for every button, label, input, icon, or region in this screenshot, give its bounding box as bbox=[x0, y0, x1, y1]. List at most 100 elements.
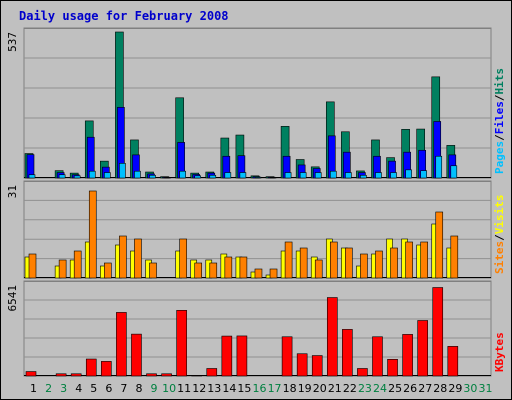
bar-sites bbox=[88, 190, 97, 279]
bar-kbytes bbox=[161, 373, 172, 377]
bar-pages bbox=[314, 172, 322, 179]
bar-sites bbox=[73, 250, 82, 279]
x-tick-label: 23 bbox=[358, 382, 372, 395]
bar-sites bbox=[375, 250, 383, 279]
legend-item: / bbox=[493, 134, 506, 141]
x-tick-label: 29 bbox=[448, 382, 462, 395]
bar-sites bbox=[450, 235, 459, 279]
bar-sites bbox=[58, 259, 67, 279]
bar-pages bbox=[88, 170, 96, 179]
legend-bottom: KBytes bbox=[493, 332, 506, 372]
bar-kbytes bbox=[55, 373, 67, 377]
bar-kbytes bbox=[432, 287, 444, 377]
bar-kbytes bbox=[447, 346, 459, 377]
bar-pages bbox=[345, 172, 352, 179]
x-tick-label: 24 bbox=[373, 382, 387, 395]
y-max-label: 6541 bbox=[6, 285, 19, 312]
bar-sites bbox=[269, 268, 278, 279]
x-tick-label: 4 bbox=[75, 382, 82, 395]
legend-item: Files bbox=[493, 101, 506, 134]
x-tick-label: 16 bbox=[253, 382, 267, 395]
legend-item: Pages bbox=[493, 141, 506, 174]
bar-pages bbox=[375, 172, 382, 179]
bar-pages bbox=[58, 174, 66, 179]
bar-kbytes bbox=[176, 310, 187, 377]
bar-sites bbox=[254, 268, 263, 279]
x-tick-label: 20 bbox=[313, 382, 327, 395]
x-tick-label: 28 bbox=[433, 382, 447, 395]
bar-pages bbox=[435, 155, 443, 179]
bar-kbytes bbox=[146, 373, 157, 377]
bar-kbytes bbox=[417, 320, 428, 377]
x-tick-label: 12 bbox=[192, 382, 206, 395]
bar-sites bbox=[224, 256, 233, 279]
bar-pages bbox=[104, 172, 111, 179]
bar-pages bbox=[405, 169, 412, 179]
legend-item: Sites bbox=[493, 241, 506, 274]
bar-sites bbox=[405, 241, 413, 279]
bar-pages bbox=[390, 172, 397, 179]
bar-kbytes bbox=[70, 373, 82, 377]
x-tick-label: 8 bbox=[135, 382, 142, 395]
x-tick-label: 17 bbox=[268, 382, 282, 395]
bar-pages bbox=[254, 176, 262, 179]
bar-sites bbox=[149, 262, 157, 279]
bar-sites bbox=[390, 247, 398, 279]
legend-item: / bbox=[493, 234, 506, 241]
x-tick-label: 22 bbox=[343, 382, 357, 395]
bar-kbytes bbox=[326, 297, 338, 377]
bar-pages bbox=[284, 172, 292, 179]
bar-sites bbox=[239, 256, 248, 279]
panel-top-background bbox=[23, 27, 492, 179]
bar-sites bbox=[435, 211, 444, 279]
legend-item: Hits bbox=[493, 68, 506, 95]
x-tick-label: 18 bbox=[283, 382, 297, 395]
bar-sites bbox=[299, 247, 308, 279]
bar-kbytes bbox=[402, 334, 413, 377]
x-tick-label: 21 bbox=[328, 382, 342, 395]
panel-bottom-background bbox=[23, 280, 492, 377]
y-max-label: 537 bbox=[6, 32, 19, 52]
bar-pages bbox=[73, 175, 81, 179]
bar-sites bbox=[119, 235, 127, 279]
bar-kbytes bbox=[311, 355, 323, 377]
bar-kbytes bbox=[221, 335, 233, 377]
bar-pages bbox=[28, 174, 36, 179]
x-tick-label: 30 bbox=[463, 382, 477, 395]
bar-sites bbox=[345, 247, 353, 279]
bar-sites bbox=[360, 253, 368, 279]
bar-pages bbox=[179, 170, 186, 179]
bar-sites bbox=[28, 253, 37, 279]
bar-pages bbox=[450, 165, 458, 179]
y-max-label: 31 bbox=[6, 185, 19, 198]
x-tick-label: 11 bbox=[177, 382, 191, 395]
bar-sites bbox=[420, 241, 428, 279]
x-tick-label: 27 bbox=[418, 382, 432, 395]
x-tick-label: 26 bbox=[403, 382, 417, 395]
bar-pages bbox=[224, 172, 232, 179]
bar-sites bbox=[104, 262, 112, 279]
x-tick-label: 9 bbox=[151, 382, 158, 395]
x-tick-label: 7 bbox=[120, 382, 127, 395]
bar-sites bbox=[329, 241, 338, 279]
bar-kbytes bbox=[357, 368, 368, 377]
bar-kbytes bbox=[296, 353, 308, 377]
bar-kbytes bbox=[342, 329, 353, 377]
x-tick-label: 19 bbox=[298, 382, 312, 395]
bar-kbytes bbox=[281, 336, 293, 377]
bar-pages bbox=[239, 172, 247, 179]
bar-sites bbox=[134, 238, 142, 279]
x-tick-label: 2 bbox=[45, 382, 52, 395]
legend-middle: Sites/Visits bbox=[493, 195, 506, 275]
x-tick-label: 3 bbox=[60, 382, 67, 395]
x-tick-label: 10 bbox=[162, 382, 176, 395]
x-tick-label: 5 bbox=[90, 382, 97, 395]
bar-kbytes bbox=[25, 371, 37, 377]
bar-sites bbox=[179, 238, 187, 279]
bar-kbytes bbox=[116, 312, 127, 377]
bar-pages bbox=[209, 174, 217, 179]
bar-kbytes bbox=[206, 368, 218, 377]
legend-top: Pages/Files/Hits bbox=[493, 68, 506, 174]
x-tick-label: 25 bbox=[388, 382, 402, 395]
